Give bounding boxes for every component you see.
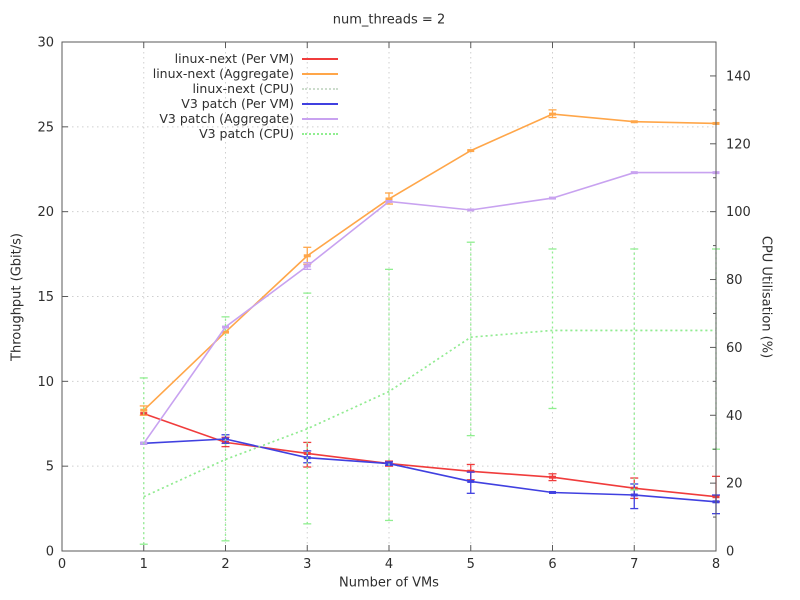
legend-label: linux-next (Aggregate) — [152, 66, 294, 81]
chart-title: num_threads = 2 — [332, 12, 446, 28]
svg-text:2: 2 — [221, 557, 229, 572]
legend-label: V3 patch (Aggregate) — [159, 111, 294, 126]
axis-ticks — [61, 41, 717, 552]
legend-label: linux-next (CPU) — [192, 81, 294, 96]
legend-line-sample — [302, 102, 338, 105]
left-axis-label: Throughput (Gbit/s) — [9, 233, 25, 361]
svg-text:5: 5 — [46, 460, 54, 475]
right-axis-label: CPU Utilisation (%) — [758, 235, 774, 359]
svg-text:20: 20 — [37, 205, 54, 220]
legend-label: V3 patch (Per VM) — [181, 96, 294, 111]
legend-line-sample — [302, 72, 338, 75]
svg-text:6: 6 — [548, 557, 556, 572]
svg-text:0: 0 — [726, 545, 734, 560]
svg-text:4: 4 — [385, 557, 393, 572]
legend-item: V3 patch (Aggregate) — [70, 111, 338, 126]
legend-line-sample — [302, 117, 338, 120]
svg-text:100: 100 — [726, 205, 751, 220]
svg-text:5: 5 — [467, 557, 475, 572]
legend-item: linux-next (Per VM) — [70, 51, 338, 66]
x-axis-label: Number of VMs — [339, 575, 439, 591]
svg-text:10: 10 — [37, 375, 54, 390]
legend-line-sample — [302, 132, 338, 135]
svg-text:8: 8 — [712, 557, 720, 572]
svg-text:15: 15 — [37, 290, 54, 305]
legend-line-sample — [302, 57, 338, 60]
svg-text:80: 80 — [726, 273, 743, 288]
series-linux-next-aggregate — [139, 109, 720, 416]
svg-text:0: 0 — [46, 545, 54, 560]
svg-text:7: 7 — [630, 557, 638, 572]
legend-item: V3 patch (CPU) — [70, 126, 338, 141]
legend-item: V3 patch (Per VM) — [70, 96, 338, 111]
series-v3-patch-aggregate — [140, 171, 720, 445]
series-linux-next-per-vm — [140, 412, 720, 503]
svg-text:120: 120 — [726, 137, 751, 152]
svg-text:60: 60 — [726, 341, 743, 356]
legend: linux-next (Per VM) linux-next (Aggregat… — [70, 51, 338, 141]
legend-item: linux-next (Aggregate) — [70, 66, 338, 81]
legend-item: linux-next (CPU) — [70, 81, 338, 96]
legend-label: V3 patch (CPU) — [199, 126, 294, 141]
svg-text:20: 20 — [726, 477, 743, 492]
svg-text:30: 30 — [37, 36, 54, 51]
svg-text:140: 140 — [726, 69, 751, 84]
legend-label: linux-next (Per VM) — [174, 51, 294, 66]
svg-text:1: 1 — [140, 557, 148, 572]
svg-text:25: 25 — [37, 120, 54, 135]
legend-line-sample — [302, 87, 338, 90]
svg-text:3: 3 — [303, 557, 311, 572]
svg-text:0: 0 — [58, 557, 66, 572]
svg-text:40: 40 — [726, 409, 743, 424]
gridlines — [62, 42, 716, 551]
